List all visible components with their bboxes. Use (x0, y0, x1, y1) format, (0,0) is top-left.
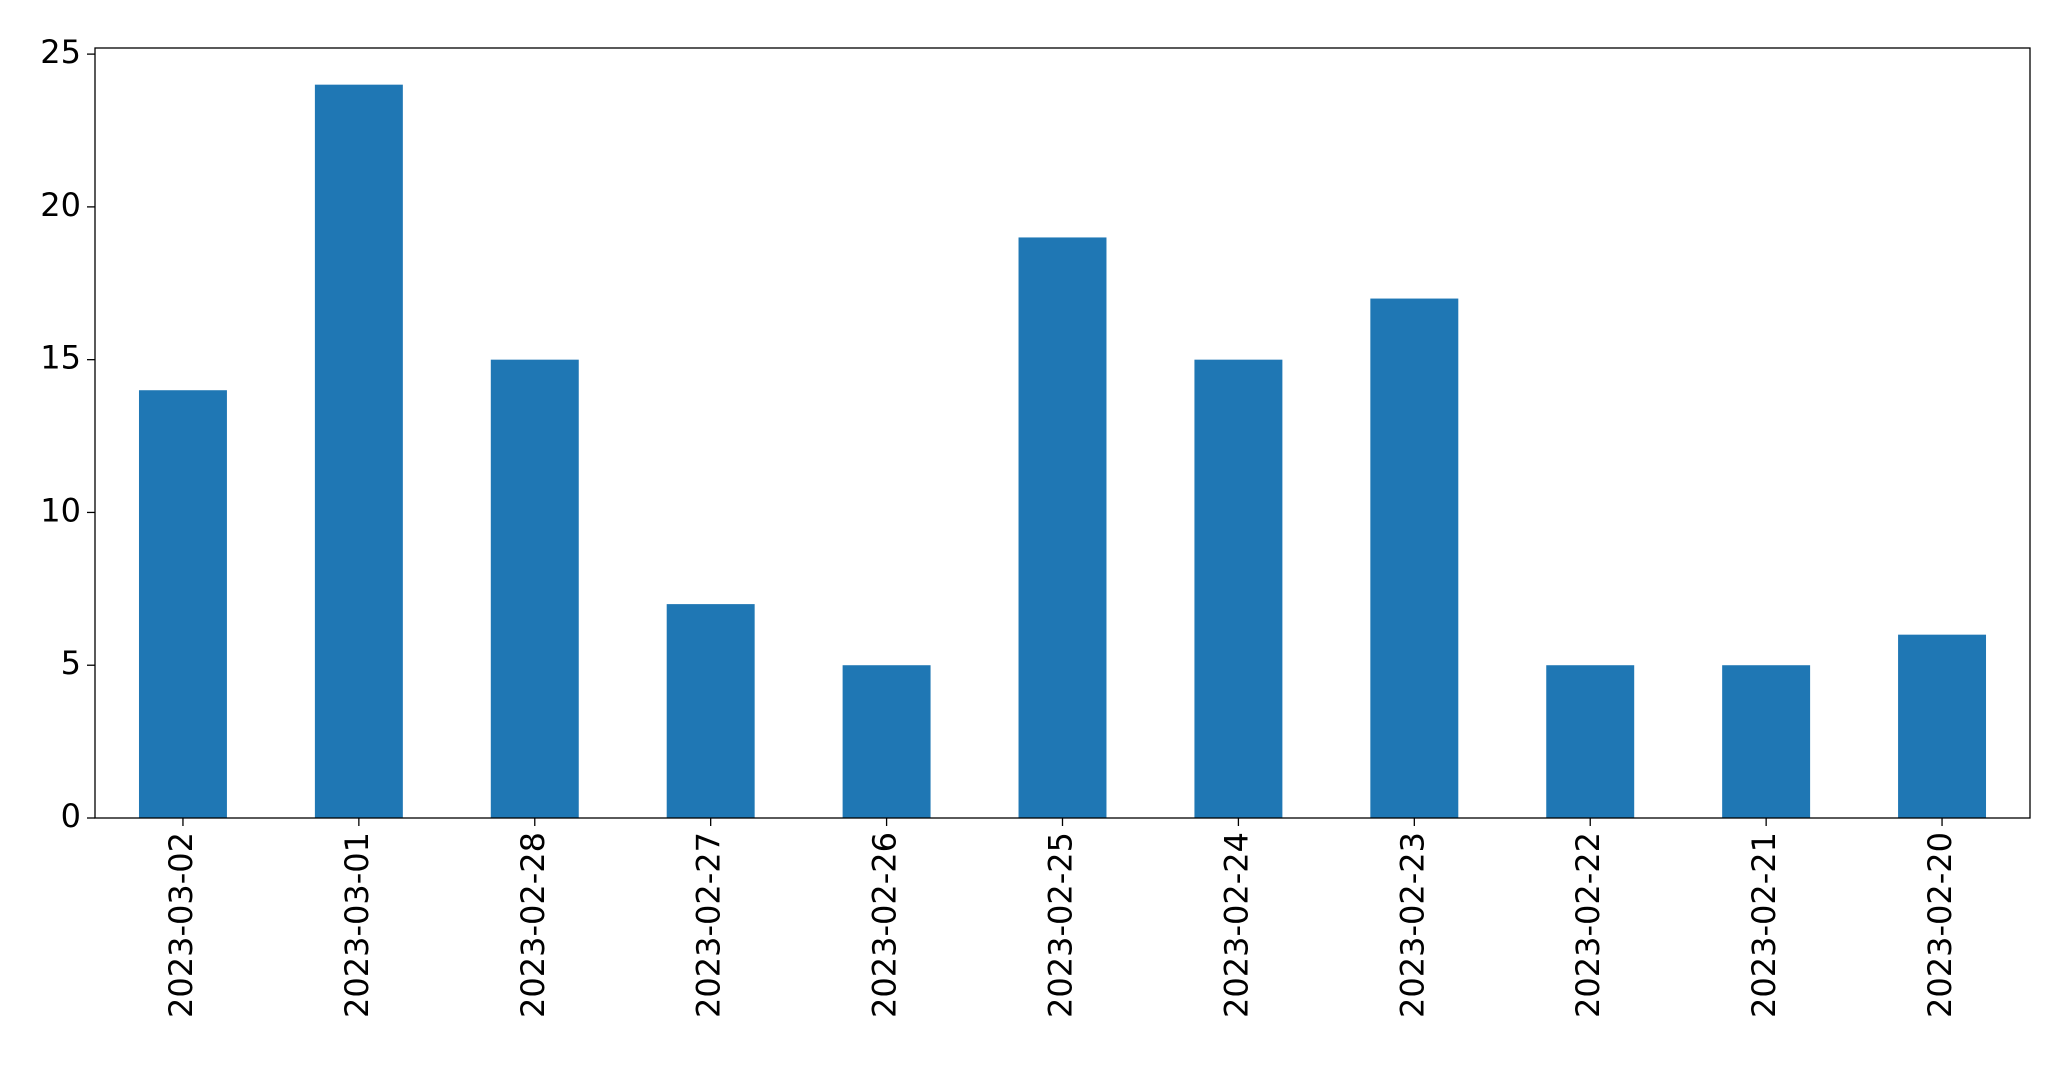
bar (842, 665, 931, 818)
x-tick-label: 2023-02-25 (1042, 832, 1080, 1018)
bar (1722, 665, 1811, 818)
y-tick-label: 25 (40, 33, 81, 71)
y-tick-label: 10 (40, 491, 81, 529)
y-tick-label: 20 (40, 186, 81, 224)
x-tick-label: 2023-02-28 (514, 832, 552, 1018)
x-tick-label: 2023-02-22 (1569, 832, 1607, 1018)
x-tick-label: 2023-02-21 (1745, 832, 1783, 1018)
x-tick-label: 2023-02-20 (1921, 832, 1959, 1018)
x-tick-label: 2023-02-24 (1217, 832, 1255, 1018)
x-tick-label: 2023-03-02 (162, 832, 200, 1018)
bar (314, 84, 403, 818)
bar (1898, 634, 1987, 818)
x-tick-label: 2023-02-23 (1393, 832, 1431, 1018)
bar (1546, 665, 1635, 818)
y-tick-label: 0 (61, 797, 81, 835)
bar (1194, 359, 1283, 818)
bar (138, 390, 227, 818)
x-tick-label: 2023-02-26 (866, 832, 904, 1018)
bar (1370, 298, 1459, 818)
x-tick-label: 2023-02-27 (690, 832, 728, 1018)
y-tick-label: 5 (61, 644, 81, 682)
x-tick-label: 2023-03-01 (338, 832, 376, 1018)
bar (1018, 237, 1107, 818)
bar (490, 359, 579, 818)
plot-frame (94, 47, 2031, 819)
bar (666, 604, 755, 818)
y-tick-label: 15 (40, 339, 81, 377)
